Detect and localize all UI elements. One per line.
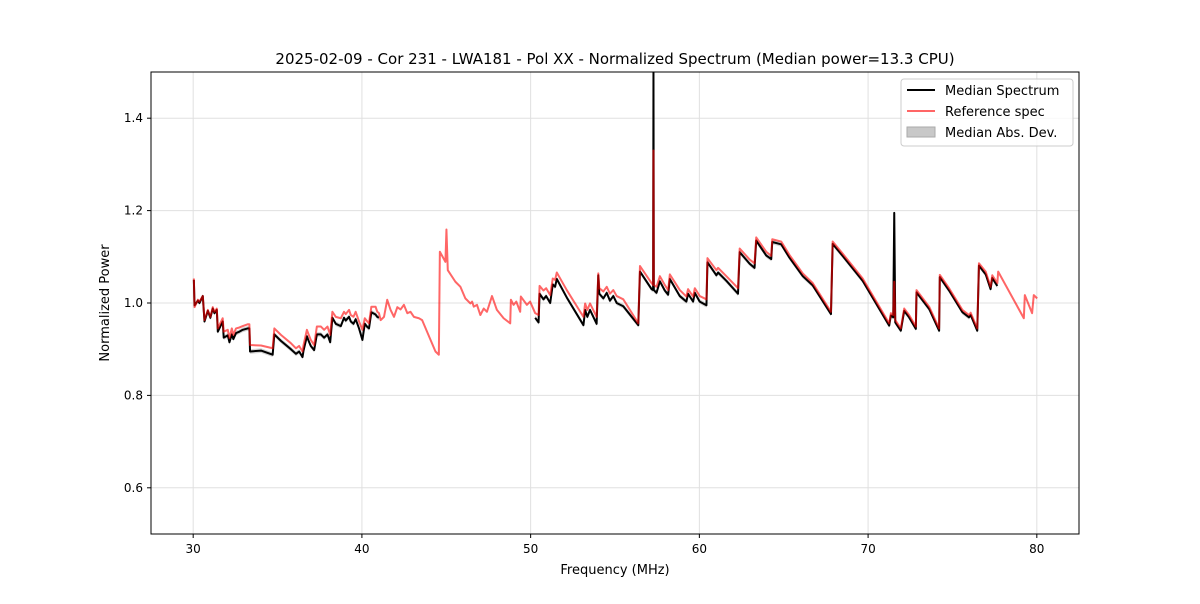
legend-reference-label: Reference spec (945, 105, 1045, 120)
legend-median-label: Median Spectrum (945, 84, 1059, 99)
x-tick-label: 60 (692, 542, 707, 556)
x-tick-label: 40 (354, 542, 369, 556)
y-axis-label: Normalized Power (98, 244, 113, 362)
ticks: 30 40 50 60 70 80 0.6 0.8 1.0 1.2 1.4 (124, 111, 1045, 556)
x-tick-label: 80 (1029, 542, 1044, 556)
y-tick-label: 0.8 (124, 388, 143, 402)
legend: Median Spectrum Reference spec Median Ab… (900, 78, 1074, 147)
y-tick-label: 1.4 (124, 111, 143, 125)
x-axis-label: Frequency (MHz) (560, 563, 669, 578)
x-tick-label: 50 (523, 542, 538, 556)
legend-mad-label: Median Abs. Dev. (945, 126, 1057, 141)
legend-mad-swatch (906, 126, 936, 138)
x-tick-label: 30 (186, 542, 201, 556)
series-group (192, 72, 1038, 360)
x-tick-label: 70 (860, 542, 875, 556)
y-tick-label: 1.0 (124, 296, 143, 310)
plot-area (192, 72, 1038, 360)
chart-title: 2025-02-09 - Cor 231 - LWA181 - Pol XX -… (275, 50, 954, 68)
y-tick-label: 0.6 (124, 481, 143, 495)
y-tick-label: 1.2 (124, 204, 143, 218)
reference-spectrum-line (192, 149, 1038, 356)
legend-box (900, 78, 1074, 147)
